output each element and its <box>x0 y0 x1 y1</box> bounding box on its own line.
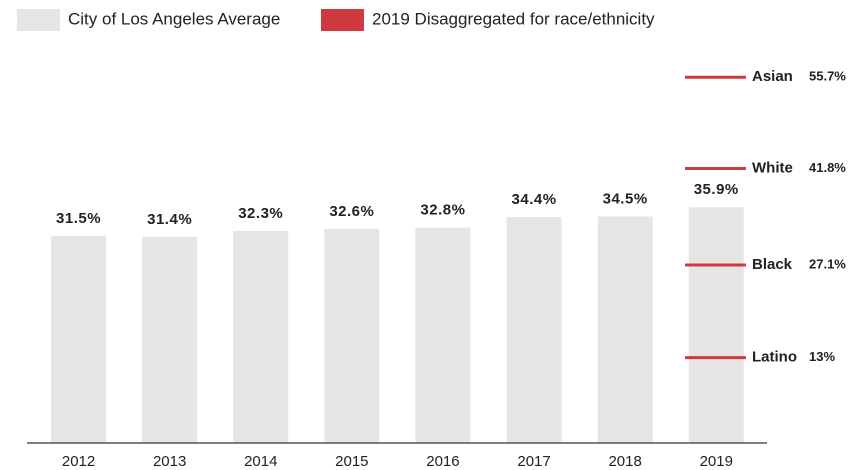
legend-swatch <box>17 9 60 31</box>
legend-swatch <box>321 9 364 31</box>
value-label: 31.4% <box>147 211 192 228</box>
bar <box>51 236 107 443</box>
value-label: 35.9% <box>694 181 739 198</box>
bar <box>142 236 198 443</box>
bar <box>415 227 471 443</box>
legend-label: 2019 Disaggregated for race/ethnicity <box>372 9 655 28</box>
group-value: 13% <box>809 349 835 364</box>
group-value: 27.1% <box>809 256 846 271</box>
value-label: 31.5% <box>56 210 101 227</box>
value-label: 32.8% <box>420 202 465 219</box>
x-tick-label: 2015 <box>335 453 368 470</box>
x-tick-label: 2018 <box>608 453 641 470</box>
x-tick-label: 2019 <box>700 453 733 470</box>
value-label: 32.3% <box>238 205 283 222</box>
bar <box>506 217 562 443</box>
group-value: 55.7% <box>809 69 846 84</box>
group-label: Black <box>752 256 793 273</box>
group-value: 41.8% <box>809 160 846 175</box>
bar <box>233 230 289 443</box>
legend-label: City of Los Angeles Average <box>68 9 280 28</box>
x-tick-label: 2016 <box>426 453 459 470</box>
x-tick-label: 2014 <box>244 453 277 470</box>
group-label: Asian <box>752 68 793 85</box>
value-label: 34.5% <box>603 190 648 207</box>
x-tick-label: 2013 <box>153 453 186 470</box>
value-label: 34.4% <box>512 191 557 208</box>
group-label: Latino <box>752 349 797 366</box>
x-tick-label: 2012 <box>62 453 95 470</box>
value-label: 32.6% <box>329 203 374 220</box>
x-tick-label: 2017 <box>517 453 550 470</box>
bar <box>597 216 653 443</box>
bar <box>324 228 380 443</box>
group-label: White <box>752 159 793 176</box>
bar <box>688 207 744 443</box>
